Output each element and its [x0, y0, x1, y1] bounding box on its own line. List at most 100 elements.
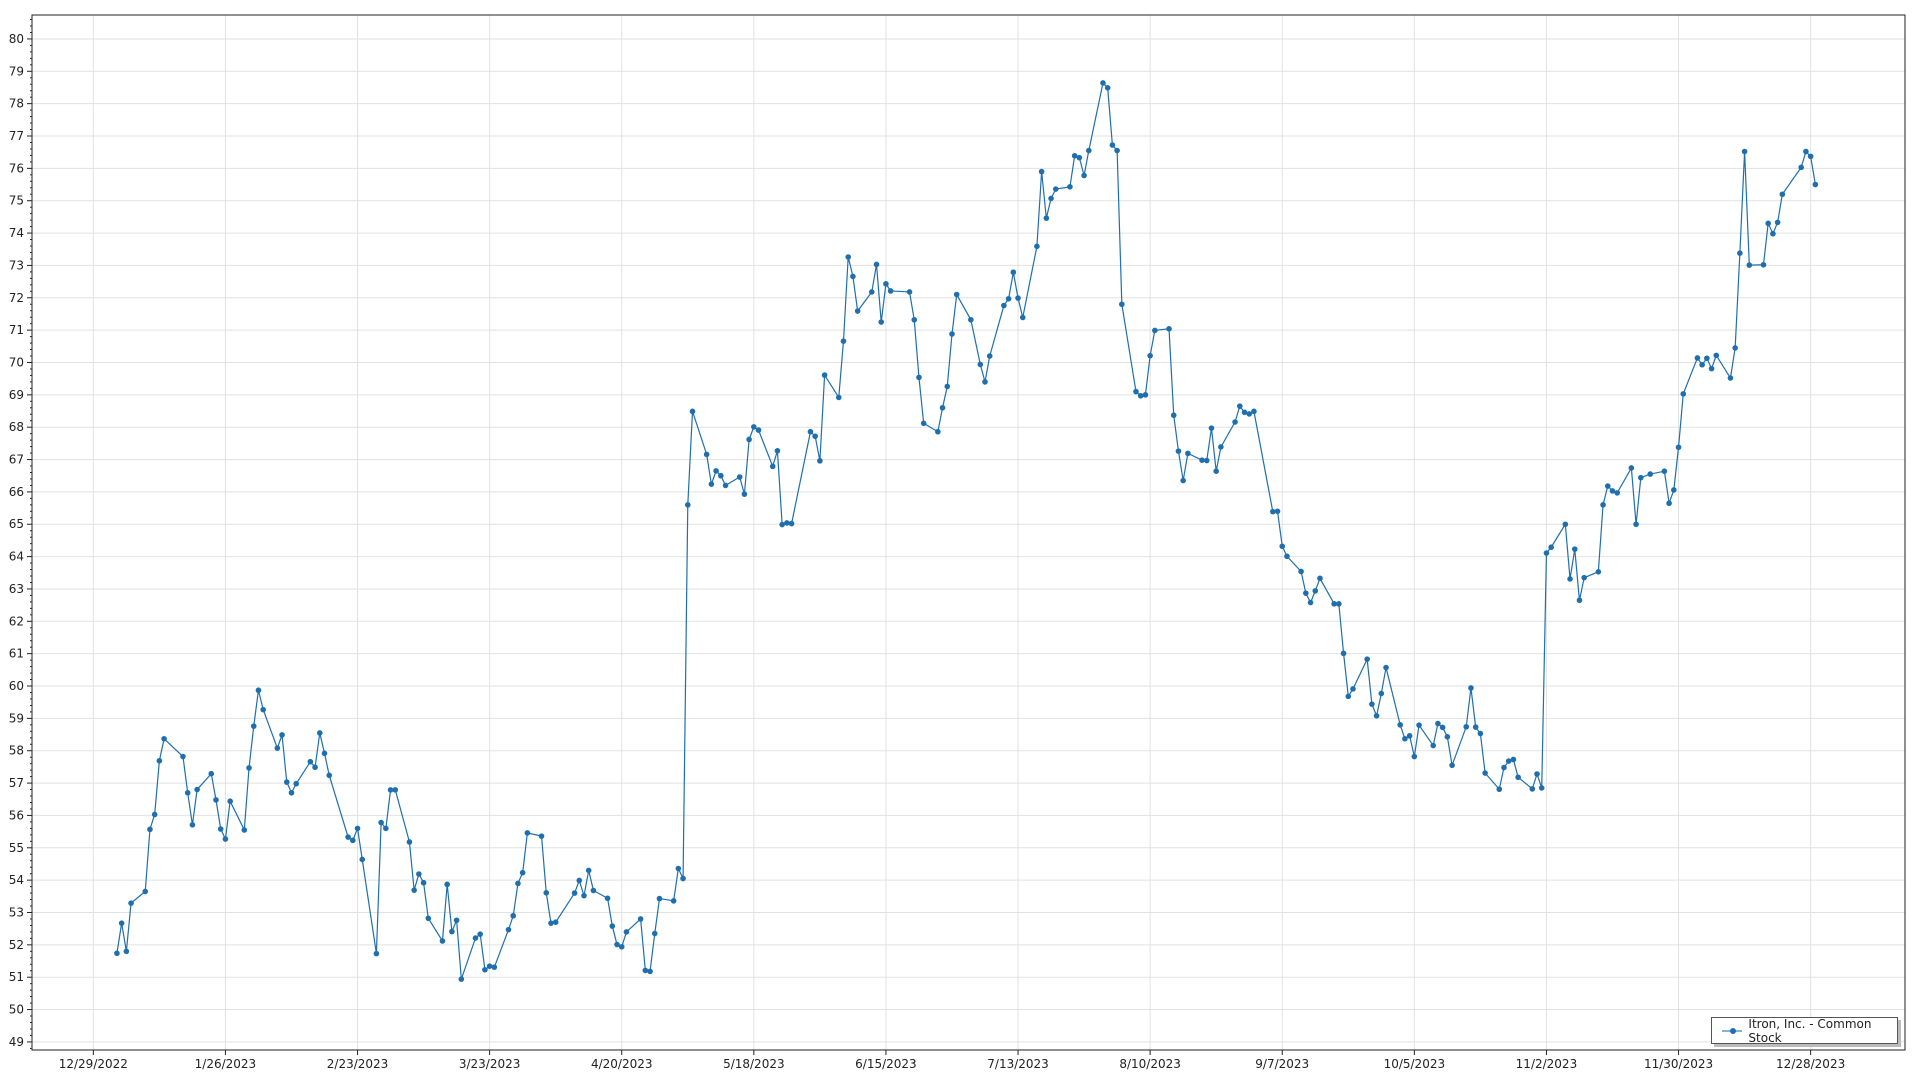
- data-point: [1350, 686, 1356, 692]
- data-point: [1251, 408, 1257, 415]
- data-point: [288, 789, 295, 796]
- data-point: [1317, 575, 1323, 582]
- data-point: [1142, 392, 1149, 398]
- data-point: [817, 458, 823, 464]
- data-point: [1208, 425, 1215, 431]
- data-point: [1152, 327, 1158, 334]
- data-point: [1680, 391, 1687, 397]
- data-point: [1779, 191, 1786, 198]
- y-tick-label: 49: [9, 1035, 24, 1049]
- data-point: [274, 745, 281, 751]
- x-tick-label: 4/20/2023: [591, 1057, 653, 1071]
- data-point: [307, 758, 314, 765]
- x-tick-label: 12/28/2023: [1776, 1057, 1845, 1071]
- data-point: [1765, 220, 1771, 227]
- data-point: [1600, 502, 1606, 508]
- data-point: [1732, 345, 1738, 351]
- data-point: [1005, 295, 1012, 302]
- data-point: [1807, 153, 1814, 160]
- legend-line-marker-icon: [1722, 1026, 1743, 1036]
- data-point: [845, 254, 851, 260]
- data-point: [736, 474, 743, 480]
- data-point: [1076, 154, 1083, 161]
- x-tick-label: 2/23/2023: [327, 1057, 389, 1071]
- data-point: [637, 916, 644, 922]
- data-point: [279, 732, 285, 738]
- data-point: [472, 935, 479, 941]
- data-point: [128, 900, 134, 906]
- y-tick-label: 80: [9, 32, 24, 46]
- data-point: [935, 428, 941, 435]
- data-point: [1699, 361, 1705, 368]
- data-point: [1567, 576, 1573, 582]
- data-point: [439, 938, 446, 944]
- data-point: [1571, 546, 1578, 552]
- data-point: [656, 895, 663, 902]
- data-point: [982, 379, 988, 385]
- data-point: [944, 383, 951, 390]
- data-point: [222, 836, 229, 842]
- data-point: [1713, 352, 1720, 359]
- data-point: [392, 787, 399, 793]
- data-point: [1369, 701, 1375, 707]
- data-point: [1147, 352, 1153, 359]
- data-point: [326, 772, 333, 779]
- data-point: [486, 963, 493, 970]
- data-point: [354, 825, 361, 832]
- data-point: [543, 889, 550, 896]
- y-tick-label: 63: [9, 582, 24, 596]
- data-point: [453, 917, 460, 924]
- data-point: [1402, 735, 1408, 742]
- legend-label: Itron, Inc. - Common Stock: [1748, 1016, 1872, 1045]
- data-point: [1770, 230, 1776, 237]
- y-tick-label: 66: [9, 485, 24, 499]
- data-point: [751, 424, 757, 430]
- data-point: [189, 822, 196, 828]
- data-point: [1468, 685, 1474, 691]
- data-point: [576, 877, 583, 884]
- data-point: [1581, 574, 1587, 581]
- data-point: [180, 753, 186, 760]
- data-point: [383, 825, 389, 832]
- y-tick-label: 58: [9, 744, 24, 758]
- data-point: [1444, 734, 1451, 740]
- data-point: [1100, 80, 1106, 86]
- data-point: [769, 463, 776, 470]
- data-point: [1307, 599, 1314, 606]
- data-point: [949, 331, 955, 337]
- data-point: [968, 316, 974, 323]
- y-tick-label: 71: [9, 323, 24, 337]
- data-point: [1109, 142, 1116, 148]
- data-point: [524, 830, 531, 836]
- data-point: [1048, 195, 1054, 202]
- data-point: [519, 869, 526, 876]
- data-point: [618, 943, 625, 950]
- data-point: [840, 338, 847, 344]
- data-point: [1378, 690, 1385, 697]
- y-tick-label: 64: [9, 550, 24, 564]
- data-point: [1449, 762, 1455, 769]
- data-point: [1270, 508, 1276, 515]
- data-point: [1411, 753, 1418, 760]
- data-point: [1213, 468, 1219, 474]
- data-point: [491, 964, 498, 970]
- data-point: [444, 881, 450, 888]
- data-point: [1038, 168, 1045, 175]
- data-point: [718, 472, 724, 479]
- y-tick-label: 59: [9, 711, 24, 725]
- data-point: [1595, 569, 1602, 575]
- data-point: [722, 482, 729, 489]
- data-point: [604, 895, 611, 902]
- data-point: [1199, 457, 1205, 463]
- data-point: [1562, 521, 1569, 528]
- y-tick-label: 70: [9, 355, 24, 369]
- data-point: [1510, 756, 1517, 763]
- data-point: [123, 948, 130, 955]
- data-point: [1284, 553, 1290, 560]
- x-tick-label: 11/2/2023: [1516, 1057, 1578, 1071]
- data-point: [1604, 483, 1611, 489]
- data-point: [411, 887, 417, 893]
- data-point: [1236, 403, 1243, 409]
- data-point: [482, 966, 488, 973]
- data-point: [675, 865, 682, 872]
